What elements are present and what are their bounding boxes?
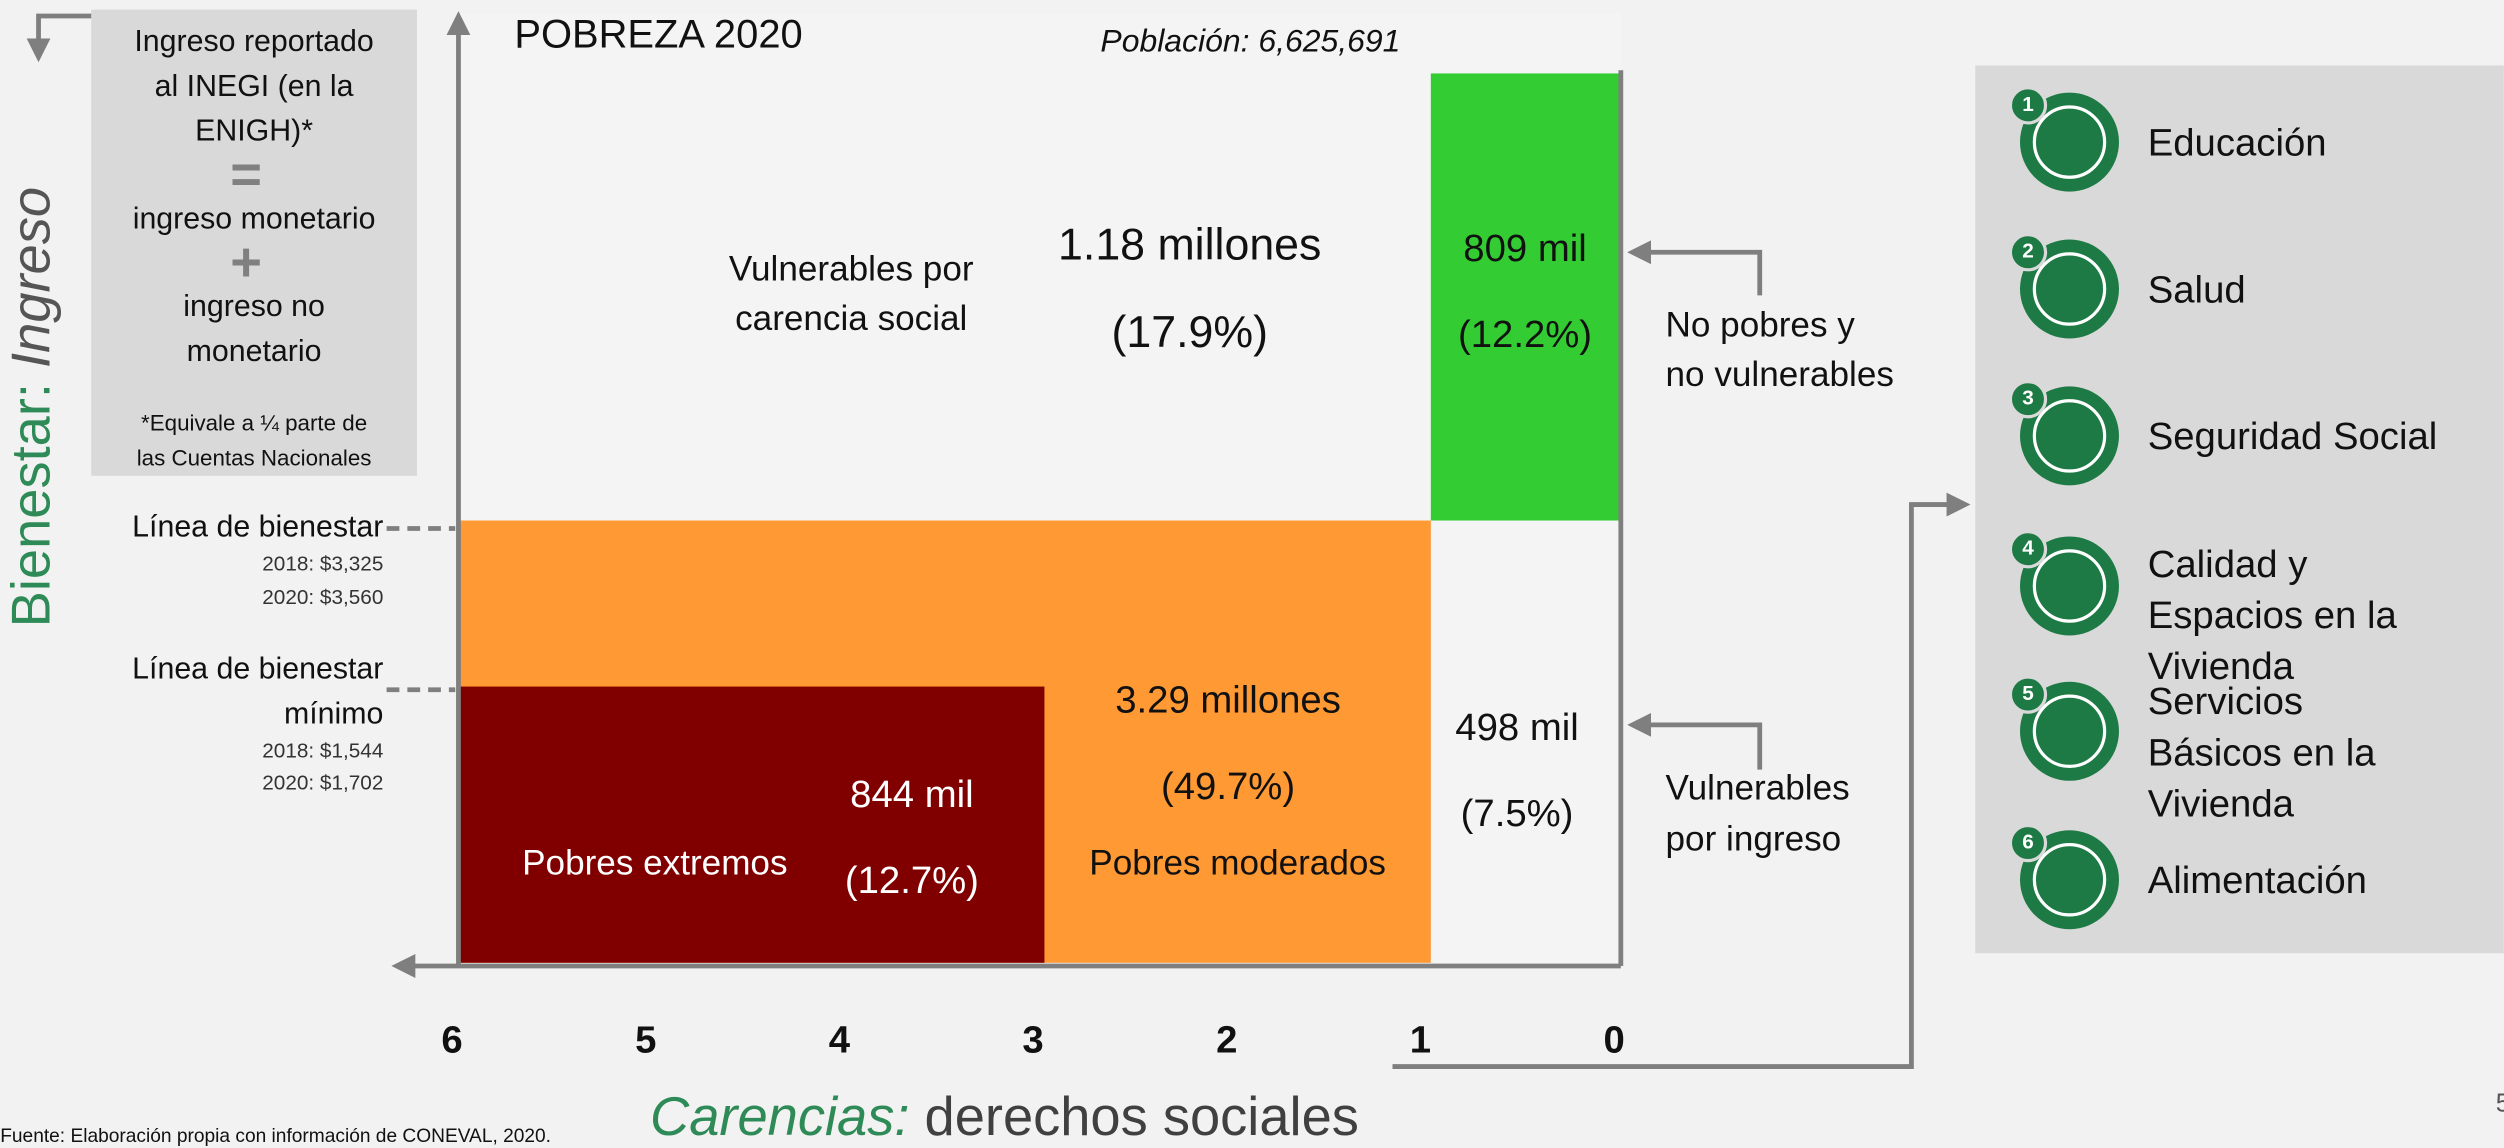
icon-ring	[2032, 252, 2107, 326]
arrow	[1392, 492, 1971, 1069]
x-tick-label: 4	[829, 1019, 851, 1062]
badge-number: 2	[2022, 240, 2034, 263]
group-amount: 498 mil	[1455, 706, 1578, 749]
carencia-label: Calidad y	[2148, 543, 2309, 586]
box-text: ingreso monetario	[133, 202, 376, 235]
x-tick-label: 0	[1603, 1019, 1624, 1062]
arrow	[26, 13, 92, 63]
group-amount: 809 mil	[1463, 227, 1586, 270]
icon-ring	[2032, 399, 2107, 473]
badge-number: 3	[2022, 387, 2034, 410]
group-name: Vulnerables	[1666, 769, 1850, 808]
group-name: no vulnerables	[1666, 355, 1894, 394]
group-name: Pobres extremos	[522, 844, 787, 883]
equals: =	[230, 144, 262, 205]
y-axis-label: Bienestar: Ingreso	[1, 187, 62, 627]
x-tick-label: 2	[1216, 1019, 1237, 1062]
badge-number: 4	[2022, 537, 2034, 560]
group-amount: 3.29 millones	[1115, 679, 1341, 722]
x-ticks: 6 5 4 3 2 1 0	[441, 1019, 1624, 1062]
x-tick-label: 6	[441, 1019, 462, 1062]
source: Fuente: Elaboración propia con informaci…	[0, 1126, 551, 1147]
threshold-label: Línea de bienestar	[132, 511, 383, 544]
badge-number: 6	[2022, 831, 2034, 854]
group-name: Vulnerables por	[729, 250, 974, 289]
population: Población: 6,625,691	[1100, 23, 1400, 59]
carencia-label: Salud	[2148, 268, 2246, 311]
group-name: Pobres moderados	[1089, 844, 1386, 883]
y-axis-label-a: Bienestar:	[1, 383, 62, 627]
threshold-value: 2020: $3,560	[262, 586, 383, 609]
arrow	[1627, 240, 1763, 296]
badge	[2008, 675, 2048, 714]
carencia-label: Vivienda	[2148, 645, 2295, 688]
badge	[2008, 86, 2048, 125]
carencia-label: Básicos en la	[2148, 731, 2376, 774]
x-tick-label: 1	[1410, 1019, 1431, 1062]
box-text: ingreso no	[183, 290, 325, 323]
no-pobres-box	[1430, 73, 1621, 521]
threshold-label: mínimo	[284, 697, 383, 730]
icon-ring	[2032, 694, 2107, 768]
group-amount: 1.18 millones	[1058, 220, 1321, 269]
group-share: (49.7%)	[1161, 765, 1295, 808]
plus: +	[230, 232, 262, 293]
x-axis-label-b: derechos sociales	[925, 1086, 1359, 1147]
badge	[2008, 530, 2048, 569]
title: POBREZA 2020	[514, 12, 802, 56]
carencia-label: Vivienda	[2148, 782, 2295, 825]
carencia-label: Seguridad Social	[2148, 415, 2438, 458]
carencia-label: Servicios	[2148, 680, 2303, 723]
group-share: (12.2%)	[1458, 313, 1592, 356]
x-tick-label: 3	[1022, 1019, 1043, 1062]
y-axis-label-b: Ingreso	[1, 187, 62, 368]
carencia-label: Alimentación	[2148, 859, 2367, 902]
box-text: monetario	[187, 335, 322, 368]
group-share: (17.9%)	[1111, 308, 1267, 357]
arrow	[1627, 712, 1763, 770]
extremos-box	[460, 686, 1045, 963]
badge-number: 5	[2022, 682, 2034, 705]
box-text: al INEGI (en la	[155, 70, 354, 103]
threshold-value: 2020: $1,702	[262, 771, 383, 794]
badge	[2008, 380, 2048, 419]
box-note: las Cuentas Nacionales	[137, 446, 372, 471]
x-axis-label-a: Carencias:	[650, 1086, 909, 1147]
income-box	[91, 9, 417, 476]
carencia-label: Espacios en la	[2148, 594, 2398, 637]
carencias-panel	[1975, 65, 2504, 954]
badge-number: 1	[2022, 93, 2034, 116]
icon-ring	[2032, 843, 2107, 917]
threshold-label: Línea de bienestar	[132, 653, 383, 686]
group-name: No pobres y	[1666, 306, 1856, 345]
box-text: Ingreso reportado	[134, 25, 373, 58]
x-tick-label: 5	[635, 1019, 656, 1062]
carencias-list: 1 Educación 2 Salud 3 Seguridad Social 4 Calida…	[2008, 86, 2438, 930]
group-name: por ingreso	[1666, 820, 1842, 859]
x-axis-label: Carencias: derechos sociales	[650, 1086, 1359, 1147]
box-note: *Equivale a ¼ parte de	[141, 411, 367, 436]
group-share: (7.5%)	[1461, 792, 1574, 835]
icon-ring	[2032, 105, 2107, 179]
carencia-label: Educación	[2148, 121, 2327, 164]
group-amount: 844 mil	[850, 773, 973, 816]
badge	[2008, 823, 2048, 863]
threshold-value: 2018: $1,544	[262, 740, 383, 763]
box-text: ENIGH)*	[195, 115, 313, 148]
icon-ring	[2032, 549, 2107, 623]
page-number: 5	[2496, 1090, 2504, 1118]
group-share: (12.7%)	[845, 859, 979, 902]
badge	[2008, 233, 2048, 272]
threshold-value: 2018: $3,325	[262, 553, 383, 576]
group-name: carencia social	[735, 299, 967, 338]
